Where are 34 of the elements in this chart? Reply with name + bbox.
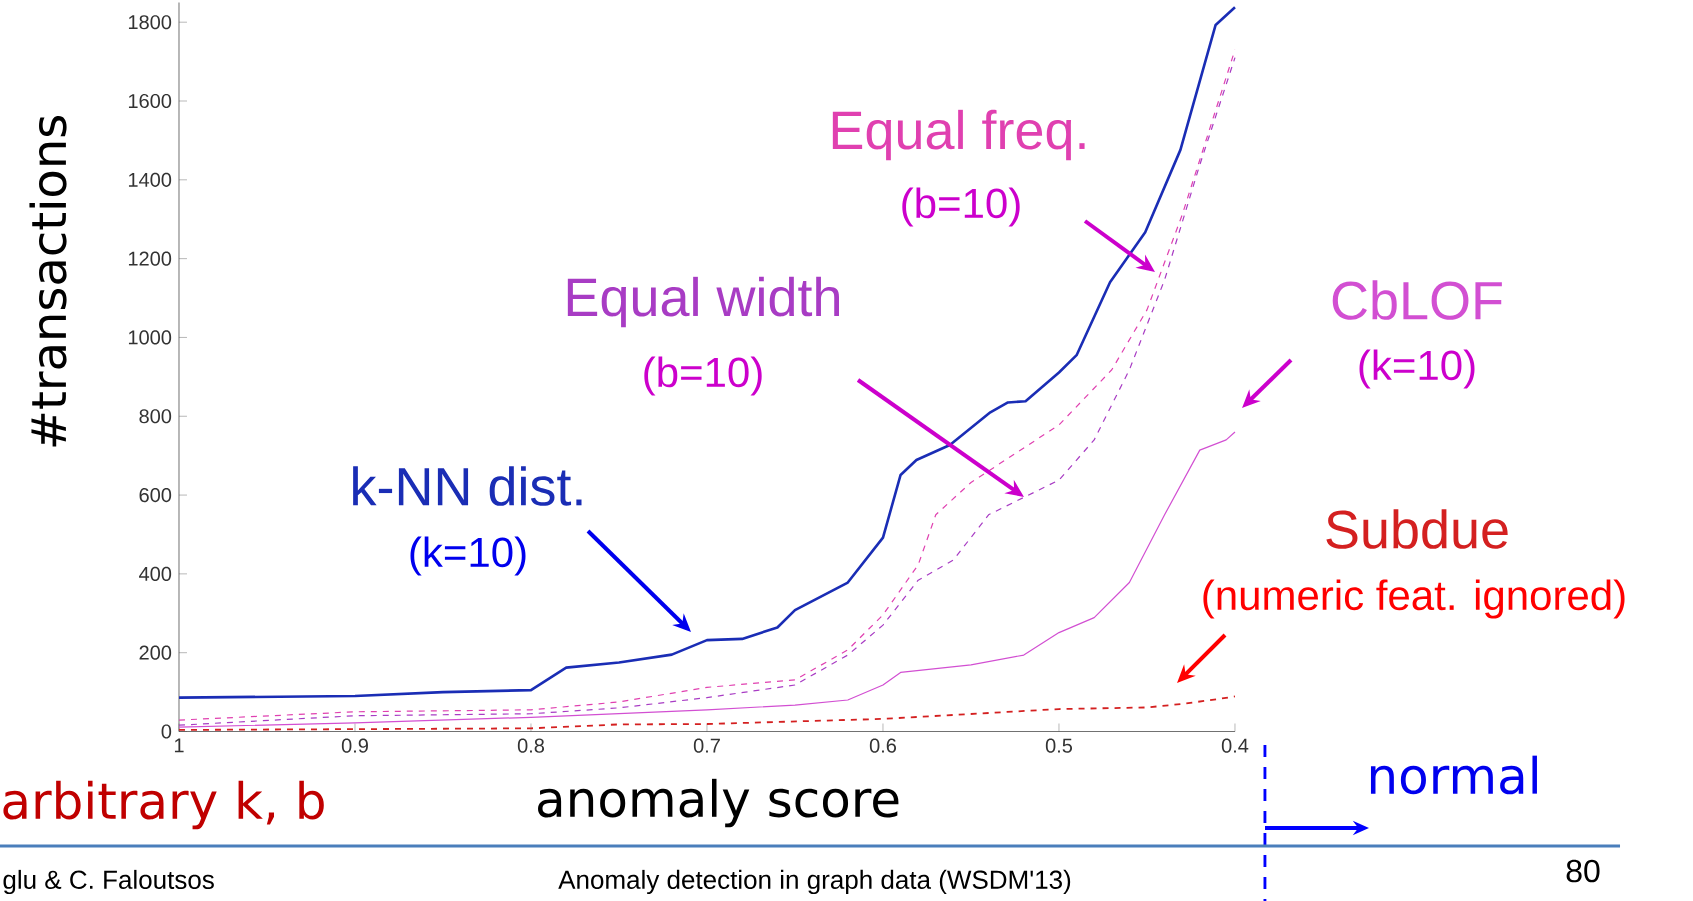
y-tick-label: 400: [139, 566, 172, 581]
text: k-NN dist.: [353, 466, 582, 506]
text: Anomaly detection in graph data (WSDM'13): [558, 869, 1071, 895]
text: Subdue: [1326, 509, 1508, 549]
text: 80: [1566, 859, 1600, 883]
x-axis-title: anomaly score: [538, 778, 899, 828]
text: normal: [1370, 755, 1537, 795]
y-tick-label: 200: [139, 645, 172, 660]
y-tick-label: 1800: [128, 15, 172, 30]
y-tick-label: 1000: [128, 330, 172, 345]
y-axis-title: #transactions: [29, 116, 67, 447]
x-tick-label: 0.6: [869, 738, 897, 753]
y-tick-label: 0: [161, 724, 172, 739]
x-tick-label: 0.9: [341, 738, 368, 753]
annotation: (numeric feat. ignored): [1203, 579, 1625, 619]
text: Equal width: [567, 276, 839, 328]
text: arbitrary k, b: [3, 780, 324, 830]
y-tick-label: 1400: [128, 172, 172, 187]
text: CbLOF: [1332, 280, 1502, 320]
x-tick-label: 0.4: [1221, 738, 1249, 753]
annotation: (b=10): [644, 356, 762, 396]
x-tick-label: 1: [174, 738, 184, 753]
text: Equal freq.: [832, 109, 1085, 161]
y-tick-label: 1200: [128, 251, 172, 266]
text: (k=10): [1359, 349, 1475, 389]
annotation: (b=10): [902, 187, 1020, 227]
annotation: (k=10): [410, 536, 526, 576]
y-tick-label: 800: [139, 409, 172, 424]
y-tick-label: 1600: [128, 93, 172, 109]
x-tick-label: 0.7: [693, 738, 720, 753]
x-tick-label: 0.8: [517, 738, 545, 753]
text: glu & C. Faloutsos: [3, 869, 214, 895]
y-tick-label: 600: [139, 487, 172, 503]
x-tick-label: 0.5: [1045, 738, 1073, 753]
